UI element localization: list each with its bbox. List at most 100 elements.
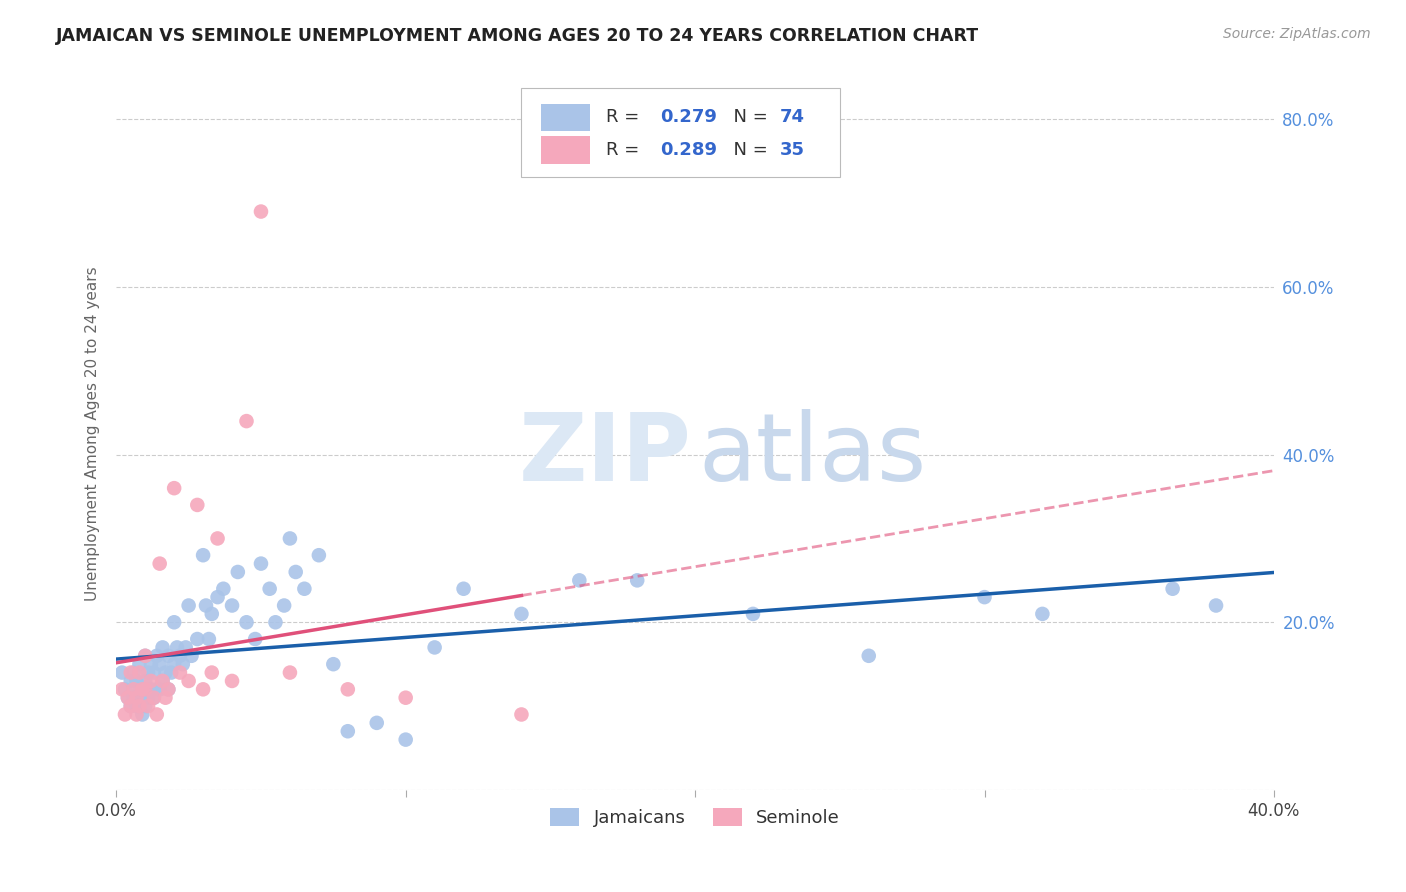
Point <box>172 657 194 672</box>
Point <box>169 665 191 680</box>
Text: ZIP: ZIP <box>519 409 692 501</box>
Point <box>1161 582 1184 596</box>
Text: Source: ZipAtlas.com: Source: ZipAtlas.com <box>1223 27 1371 41</box>
Point <box>146 648 169 663</box>
Point <box>201 665 224 680</box>
Point <box>180 648 202 663</box>
Point <box>125 707 148 722</box>
Text: R =: R = <box>606 108 645 126</box>
Point <box>128 665 150 680</box>
Point <box>259 582 281 596</box>
Point <box>152 673 174 688</box>
Text: JAMAICAN VS SEMINOLE UNEMPLOYMENT AMONG AGES 20 TO 24 YEARS CORRELATION CHART: JAMAICAN VS SEMINOLE UNEMPLOYMENT AMONG … <box>56 27 980 45</box>
Point <box>142 690 165 705</box>
Point <box>163 615 186 630</box>
Point <box>139 682 162 697</box>
Point <box>120 699 142 714</box>
Point <box>308 548 330 562</box>
Point <box>142 665 165 680</box>
Point <box>131 682 153 697</box>
Point <box>973 590 995 604</box>
Point <box>742 607 765 621</box>
Point <box>114 682 136 697</box>
Point <box>212 582 235 596</box>
Point <box>134 682 156 697</box>
Point <box>186 498 208 512</box>
Point <box>395 690 418 705</box>
Point <box>858 648 880 663</box>
Point <box>125 673 148 688</box>
Text: N =: N = <box>721 108 773 126</box>
Point <box>395 732 418 747</box>
Point <box>122 682 145 697</box>
Text: N =: N = <box>721 141 773 159</box>
Point <box>163 481 186 495</box>
Text: 0.279: 0.279 <box>661 108 717 126</box>
Point <box>245 632 267 646</box>
Point <box>149 557 172 571</box>
Point <box>157 682 180 697</box>
Point <box>114 707 136 722</box>
Text: atlas: atlas <box>699 409 927 501</box>
Point <box>157 648 180 663</box>
Point <box>336 724 359 739</box>
Point <box>152 640 174 655</box>
Point <box>235 615 257 630</box>
Point <box>131 690 153 705</box>
Point <box>131 707 153 722</box>
Point <box>155 665 177 680</box>
Point <box>169 648 191 663</box>
Point <box>166 640 188 655</box>
Point <box>134 648 156 663</box>
Point <box>152 673 174 688</box>
Point <box>163 657 186 672</box>
Point <box>510 707 533 722</box>
Point <box>284 565 307 579</box>
Point <box>221 599 243 613</box>
Point <box>453 582 475 596</box>
Text: 35: 35 <box>779 141 804 159</box>
Point <box>1205 599 1227 613</box>
Point <box>235 414 257 428</box>
Point <box>149 682 172 697</box>
Point <box>250 557 273 571</box>
Point <box>510 607 533 621</box>
Point <box>134 648 156 663</box>
Point <box>146 707 169 722</box>
Point <box>423 640 446 655</box>
Point <box>125 699 148 714</box>
Point <box>128 699 150 714</box>
Point <box>111 682 134 697</box>
Point <box>146 682 169 697</box>
Point <box>125 690 148 705</box>
Point <box>336 682 359 697</box>
Point <box>157 682 180 697</box>
Point <box>195 599 218 613</box>
Point <box>191 548 214 562</box>
Point <box>226 565 249 579</box>
Point <box>149 657 172 672</box>
Point <box>134 699 156 714</box>
Point <box>120 665 142 680</box>
Point <box>120 673 142 688</box>
Point <box>160 665 183 680</box>
Point <box>136 690 159 705</box>
Point <box>207 532 229 546</box>
Point <box>177 599 200 613</box>
Point <box>122 665 145 680</box>
Text: R =: R = <box>606 141 645 159</box>
Point <box>120 699 142 714</box>
Point <box>366 715 388 730</box>
Point <box>264 615 287 630</box>
Point <box>250 204 273 219</box>
Point <box>155 690 177 705</box>
Point <box>117 690 139 705</box>
Point <box>174 640 197 655</box>
Point <box>111 665 134 680</box>
Point <box>136 699 159 714</box>
FancyBboxPatch shape <box>541 103 589 131</box>
Point <box>201 607 224 621</box>
Point <box>177 673 200 688</box>
Point <box>139 657 162 672</box>
Point <box>139 673 162 688</box>
